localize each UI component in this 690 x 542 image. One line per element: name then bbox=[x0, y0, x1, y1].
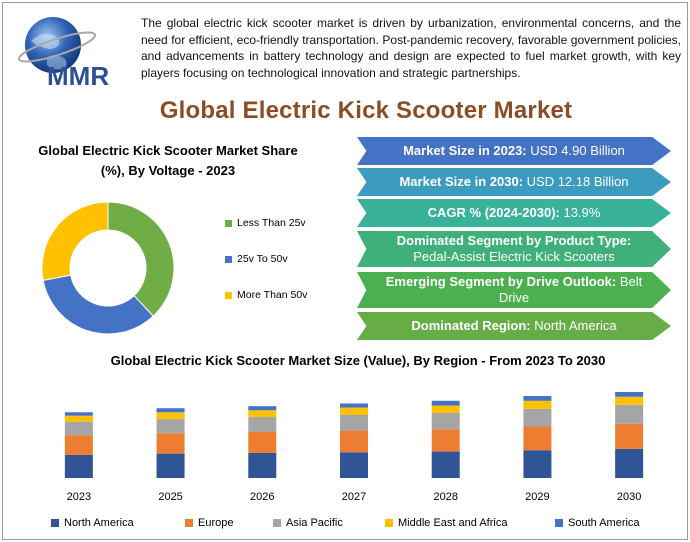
bar-segment-europe bbox=[64, 435, 93, 455]
fact-key: Emerging Segment by Drive Outlook: bbox=[385, 274, 617, 289]
legend-swatch bbox=[273, 519, 281, 527]
bar-legend-item: South America bbox=[555, 517, 640, 529]
x-tick-label: 2025 bbox=[158, 491, 182, 503]
fact-key: Dominated Segment by Product Type: bbox=[396, 233, 632, 248]
bar-segment-north-america bbox=[248, 452, 277, 478]
logo-text: MMR bbox=[47, 61, 109, 91]
bar-segment-middle-east-and-africa bbox=[340, 407, 368, 415]
donut-slice-more-than-50v bbox=[41, 201, 109, 281]
bar-segment-south-america bbox=[156, 408, 185, 413]
bar-segment-asia-pacific bbox=[248, 417, 277, 432]
page-title: Global Electric Kick Scooter Market bbox=[159, 97, 573, 124]
bar-segment-asia-pacific bbox=[156, 419, 185, 434]
bar-chart-title: Global Electric Kick Scooter Market Size… bbox=[110, 353, 606, 368]
x-tick-label: 2027 bbox=[342, 491, 366, 503]
bar-segment-asia-pacific bbox=[340, 415, 368, 431]
legend-label: North America bbox=[64, 517, 134, 529]
bar-legend-item: Asia Pacific bbox=[273, 517, 343, 529]
donut-legend-item: More Than 50v bbox=[225, 289, 307, 301]
bar-segment-europe bbox=[431, 429, 460, 452]
fact-value: North America bbox=[530, 318, 617, 333]
bar-segment-middle-east-and-africa bbox=[64, 415, 93, 422]
bar-segment-middle-east-and-africa bbox=[156, 412, 185, 420]
bar-segment-north-america bbox=[523, 450, 552, 478]
x-tick-label: 2026 bbox=[250, 491, 274, 503]
fact-ribbon: Dominated Region: North America bbox=[357, 312, 671, 340]
donut-legend-item: Less Than 25v bbox=[225, 217, 306, 229]
legend-swatch bbox=[555, 519, 563, 527]
bar-segment-north-america bbox=[340, 452, 368, 478]
fact-value: Belt Drive bbox=[498, 274, 643, 305]
bar-segment-asia-pacific bbox=[523, 408, 552, 427]
donut-slice-less-than-25v bbox=[107, 201, 175, 317]
bar-legend-item: North America bbox=[51, 517, 134, 529]
fact-value: 13.9% bbox=[559, 205, 601, 220]
bar-segment-middle-east-and-africa bbox=[248, 410, 277, 418]
bar-segment-middle-east-and-africa bbox=[615, 396, 644, 405]
bar-segment-europe bbox=[340, 430, 368, 453]
legend-swatch bbox=[225, 219, 232, 227]
bar-segment-north-america bbox=[615, 448, 644, 478]
legend-swatch bbox=[185, 519, 193, 527]
x-tick-label: 2028 bbox=[433, 491, 457, 503]
legend-label: 25v To 50v bbox=[237, 253, 288, 265]
donut-legend-item: 25v To 50v bbox=[225, 253, 288, 265]
legend-swatch bbox=[225, 291, 232, 299]
region-stacked-bar-chart: 2023 2025 2026 2027 2028 2029 2030 bbox=[64, 391, 644, 503]
bar-segment-north-america bbox=[431, 451, 460, 478]
legend-label: Less Than 25v bbox=[237, 217, 306, 229]
fact-key: Dominated Region: bbox=[411, 318, 531, 333]
bar-segment-south-america bbox=[523, 396, 552, 401]
x-tick-label: 2029 bbox=[525, 491, 549, 503]
fact-ribbon: CAGR % (2024-2030): 13.9% bbox=[357, 199, 671, 227]
bar-segment-asia-pacific bbox=[64, 421, 93, 436]
x-tick-label: 2023 bbox=[67, 491, 91, 503]
legend-swatch bbox=[51, 519, 59, 527]
pie-chart-title: Global Electric Kick Scooter Market Shar… bbox=[38, 143, 298, 178]
fact-value: USD 4.90 Billion bbox=[526, 143, 625, 158]
bar-segment-asia-pacific bbox=[615, 404, 644, 424]
donut-slice-25v-to-50v bbox=[42, 274, 154, 335]
legend-label: More Than 50v bbox=[237, 289, 308, 301]
fact-value: USD 12.18 Billion bbox=[523, 174, 629, 189]
bar-segment-europe bbox=[248, 431, 277, 453]
fact-ribbon: Market Size in 2030: USD 12.18 Billion bbox=[357, 168, 671, 196]
bar-segment-south-america bbox=[64, 412, 93, 416]
bar-segment-north-america bbox=[64, 454, 93, 478]
fact-ribbon: Dominated Segment by Product Type: Pedal… bbox=[357, 231, 671, 267]
bar-segment-south-america bbox=[340, 403, 368, 408]
legend-swatch bbox=[385, 519, 393, 527]
fact-ribbon: Emerging Segment by Drive Outlook: Belt … bbox=[357, 272, 671, 308]
legend-label: Europe bbox=[198, 517, 234, 529]
bar-legend: North America Europe Asia Pacific Middle Ea… bbox=[51, 517, 690, 535]
bar-segment-europe bbox=[156, 433, 185, 454]
bar-segment-south-america bbox=[431, 400, 460, 406]
fact-ribbon: Market Size in 2023: USD 4.90 Billion bbox=[357, 137, 671, 165]
globe-logo-icon: MMR bbox=[17, 17, 109, 91]
bar-segment-north-america bbox=[156, 453, 185, 478]
bar-segment-europe bbox=[615, 423, 644, 449]
bar-legend-item: Europe bbox=[185, 517, 233, 529]
intro-paragraph: The global electric kick scooter market … bbox=[141, 16, 681, 80]
bar-segment-south-america bbox=[615, 391, 644, 397]
fact-key: Market Size in 2030: bbox=[399, 174, 524, 189]
bar-segment-south-america bbox=[248, 406, 277, 411]
legend-swatch bbox=[225, 255, 232, 263]
bar-segment-middle-east-and-africa bbox=[523, 400, 552, 409]
bar-segment-middle-east-and-africa bbox=[431, 405, 460, 413]
voltage-donut-chart bbox=[41, 201, 175, 335]
bar-legend-item: Middle East and Africa bbox=[385, 517, 507, 529]
fact-key: Market Size in 2023: bbox=[403, 143, 527, 158]
legend-label: South America bbox=[568, 517, 640, 529]
fact-key: CAGR % (2024-2030): bbox=[427, 205, 560, 220]
legend-label: Middle East and Africa bbox=[398, 517, 508, 529]
x-tick-label: 2030 bbox=[617, 491, 641, 503]
bar-segment-asia-pacific bbox=[431, 412, 460, 430]
legend-label: Asia Pacific bbox=[286, 517, 343, 529]
bar-segment-europe bbox=[523, 426, 552, 451]
fact-value: Pedal-Assist Electric Kick Scooters bbox=[413, 249, 615, 264]
